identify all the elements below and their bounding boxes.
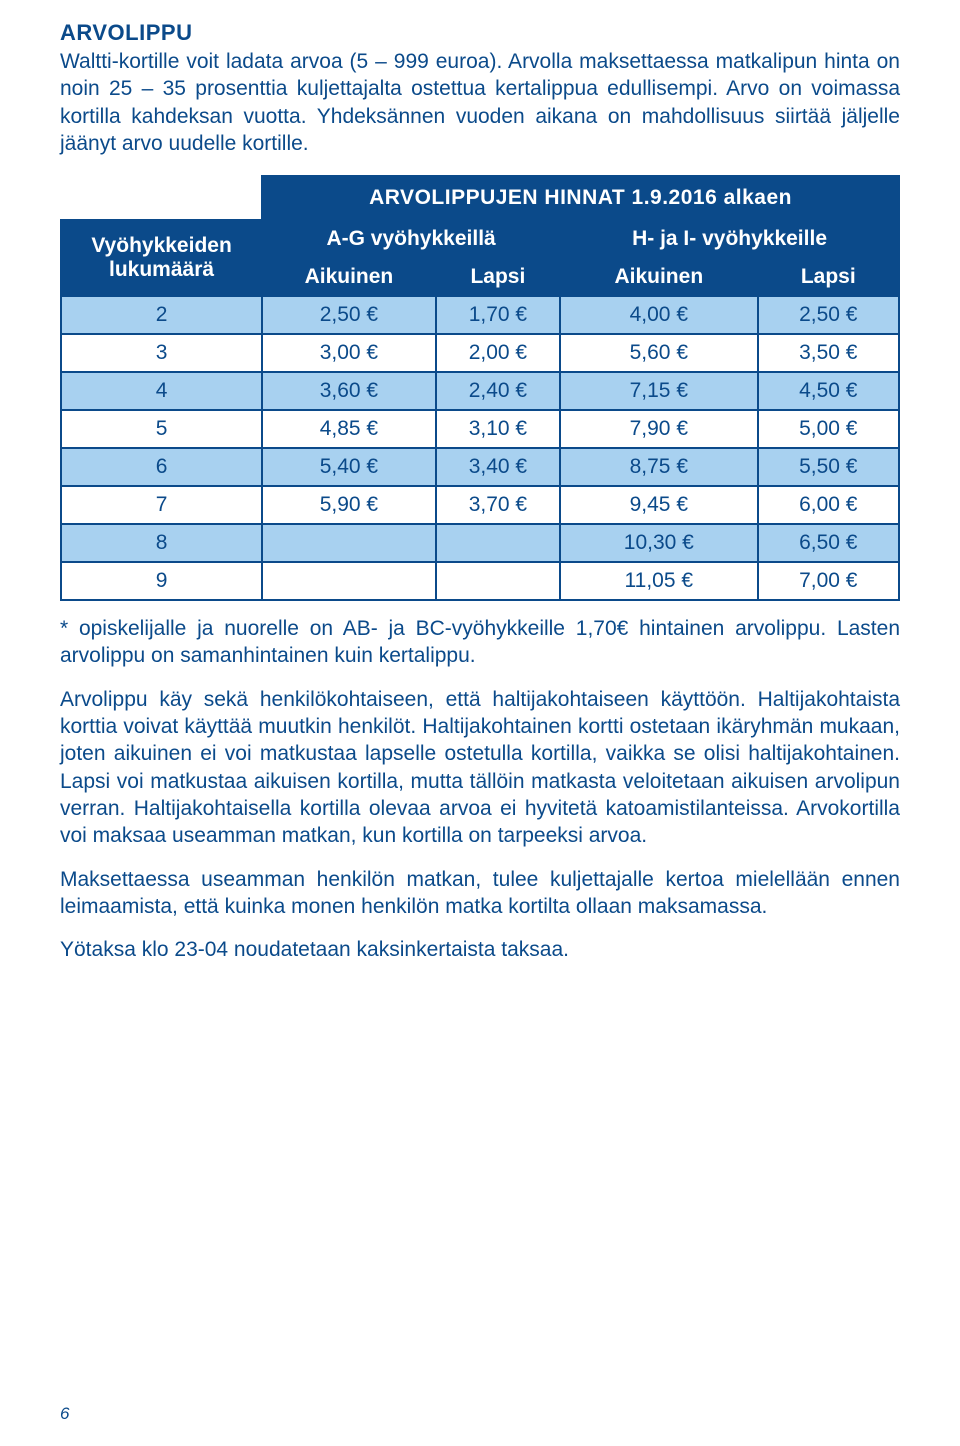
table-row: 7 5,90 € 3,70 € 9,45 € 6,00 € xyxy=(61,486,899,524)
cell-value: 10,30 € xyxy=(560,524,757,562)
cell-zone: 3 xyxy=(61,334,262,372)
cell-value: 4,50 € xyxy=(758,372,899,410)
cell-zone: 2 xyxy=(61,296,262,334)
table-row: 9 11,05 € 7,00 € xyxy=(61,562,899,600)
cell-value: 2,50 € xyxy=(758,296,899,334)
cell-value: 3,10 € xyxy=(436,410,560,448)
cell-value: 6,50 € xyxy=(758,524,899,562)
table-row: 6 5,40 € 3,40 € 8,75 € 5,50 € xyxy=(61,448,899,486)
group-b-header: H- ja I- vyöhykkeille xyxy=(560,220,899,258)
cell-value: 11,05 € xyxy=(560,562,757,600)
col-a-lapsi: Lapsi xyxy=(436,258,560,296)
cell-value: 3,60 € xyxy=(262,372,436,410)
intro-paragraph: Waltti-kortille voit ladata arvoa (5 – 9… xyxy=(60,48,900,157)
cell-value: 7,00 € xyxy=(758,562,899,600)
cell-zone: 8 xyxy=(61,524,262,562)
cell-value: 2,50 € xyxy=(262,296,436,334)
table-rowheader-blank xyxy=(61,176,262,220)
cell-value xyxy=(262,562,436,600)
cell-value: 5,60 € xyxy=(560,334,757,372)
footnote: * opiskelijalle ja nuorelle on AB- ja BC… xyxy=(60,615,900,670)
col-b-aikuinen: Aikuinen xyxy=(560,258,757,296)
cell-value: 1,70 € xyxy=(436,296,560,334)
table-row: 4 3,60 € 2,40 € 7,15 € 4,50 € xyxy=(61,372,899,410)
cell-value xyxy=(436,562,560,600)
rowheader-line1: Vyöhykkeiden xyxy=(91,234,231,257)
cell-value: 5,90 € xyxy=(262,486,436,524)
cell-value: 2,40 € xyxy=(436,372,560,410)
cell-value: 3,00 € xyxy=(262,334,436,372)
table-row: 3 3,00 € 2,00 € 5,60 € 3,50 € xyxy=(61,334,899,372)
cell-value xyxy=(262,524,436,562)
cell-zone: 7 xyxy=(61,486,262,524)
cell-zone: 4 xyxy=(61,372,262,410)
cell-zone: 6 xyxy=(61,448,262,486)
table-rowheader: Vyöhykkeiden lukumäärä xyxy=(61,220,262,296)
table-row: 5 4,85 € 3,10 € 7,90 € 5,00 € xyxy=(61,410,899,448)
cell-value: 4,00 € xyxy=(560,296,757,334)
cell-value: 3,40 € xyxy=(436,448,560,486)
col-a-aikuinen: Aikuinen xyxy=(262,258,436,296)
table-row: 2 2,50 € 1,70 € 4,00 € 2,50 € xyxy=(61,296,899,334)
cell-value: 9,45 € xyxy=(560,486,757,524)
cell-value: 5,50 € xyxy=(758,448,899,486)
paragraph-multi: Maksettaessa useamman henkilön matkan, t… xyxy=(60,866,900,921)
col-b-lapsi: Lapsi xyxy=(758,258,899,296)
cell-value xyxy=(436,524,560,562)
page-number: 6 xyxy=(60,1404,69,1424)
paragraph-usage: Arvolippu käy sekä henkilökohtaiseen, et… xyxy=(60,686,900,850)
cell-value: 3,70 € xyxy=(436,486,560,524)
cell-zone: 9 xyxy=(61,562,262,600)
rowheader-line2: lukumäärä xyxy=(109,258,214,281)
price-table: ARVOLIPPUJEN HINNAT 1.9.2016 alkaen Vyöh… xyxy=(60,175,900,601)
group-a-header: A-G vyöhykkeillä xyxy=(262,220,560,258)
paragraph-night: Yötaksa klo 23-04 noudatetaan kaksinkert… xyxy=(60,936,900,963)
cell-value: 3,50 € xyxy=(758,334,899,372)
table-row: 8 10,30 € 6,50 € xyxy=(61,524,899,562)
cell-value: 6,00 € xyxy=(758,486,899,524)
cell-zone: 5 xyxy=(61,410,262,448)
cell-value: 5,40 € xyxy=(262,448,436,486)
cell-value: 7,90 € xyxy=(560,410,757,448)
cell-value: 5,00 € xyxy=(758,410,899,448)
cell-value: 7,15 € xyxy=(560,372,757,410)
table-title: ARVOLIPPUJEN HINNAT 1.9.2016 alkaen xyxy=(262,176,899,220)
cell-value: 2,00 € xyxy=(436,334,560,372)
section-heading: ARVOLIPPU xyxy=(60,20,900,46)
cell-value: 8,75 € xyxy=(560,448,757,486)
cell-value: 4,85 € xyxy=(262,410,436,448)
